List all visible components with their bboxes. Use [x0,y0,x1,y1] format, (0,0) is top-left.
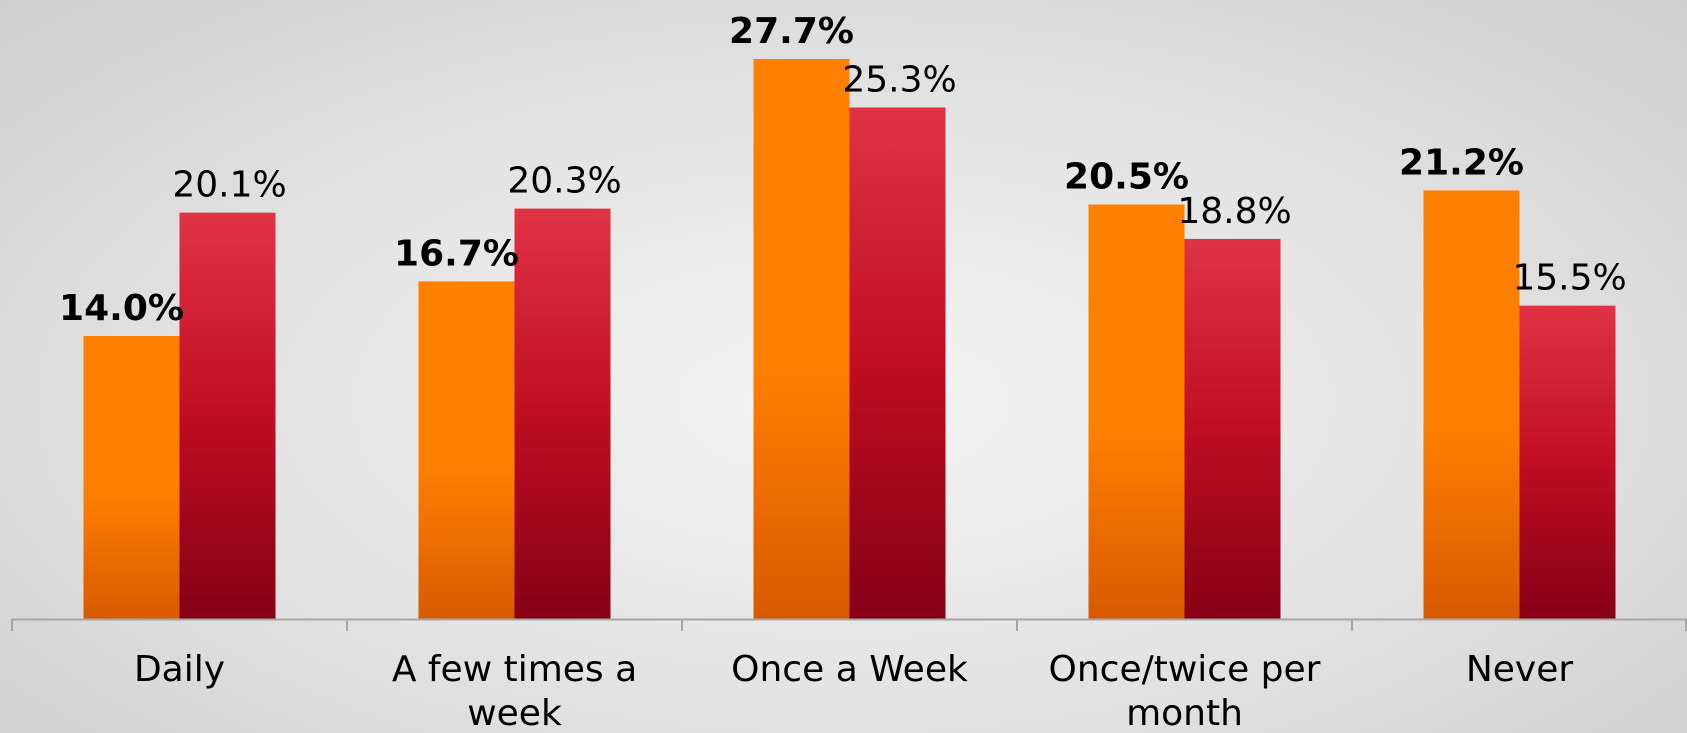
category-label: Once/twice per month [1049,649,1321,733]
bar-series-2-3 [849,107,946,619]
bar-series-1-2 [418,281,515,619]
category-labels-group: Daily A few times a week Once a Week Once/tw… [134,649,1573,733]
data-label-series-2: 20.3% [507,161,621,202]
category-label: Once a Week [731,649,968,690]
data-label-series-2: 18.8% [1177,191,1291,232]
bar-series-1-3 [753,59,850,619]
data-label-series-1: 16.7% [394,233,519,274]
data-labels-group: 14.0% 20.1% 16.7% 20.3% 27.7% 25.3% 20.5%18.8%… [59,11,1627,329]
data-label-series-2: 25.3% [842,60,956,101]
x-axis [11,618,1687,631]
bar-series-2-5 [1519,305,1616,619]
bar-series-1-5 [1423,190,1520,619]
bar-series-2-1 [179,212,276,619]
category-label: A few times a week [392,649,637,733]
bar-series-2-4 [1184,238,1281,619]
category-label: Never [1466,649,1574,690]
data-label-series-1: 14.0% [59,288,184,329]
bar-series-1-4 [1088,204,1185,619]
bars-group [83,59,1616,619]
data-label-series-1: 21.2% [1399,142,1524,183]
data-label-series-1: 20.5% [1064,157,1189,198]
bar-series-2-2 [514,208,611,619]
data-label-series-2: 20.1% [172,165,286,206]
data-label-series-2: 15.5% [1512,258,1626,299]
category-label: Daily [134,649,225,690]
data-label-series-1: 27.7% [729,11,854,52]
bar-series-1-1 [83,335,180,619]
